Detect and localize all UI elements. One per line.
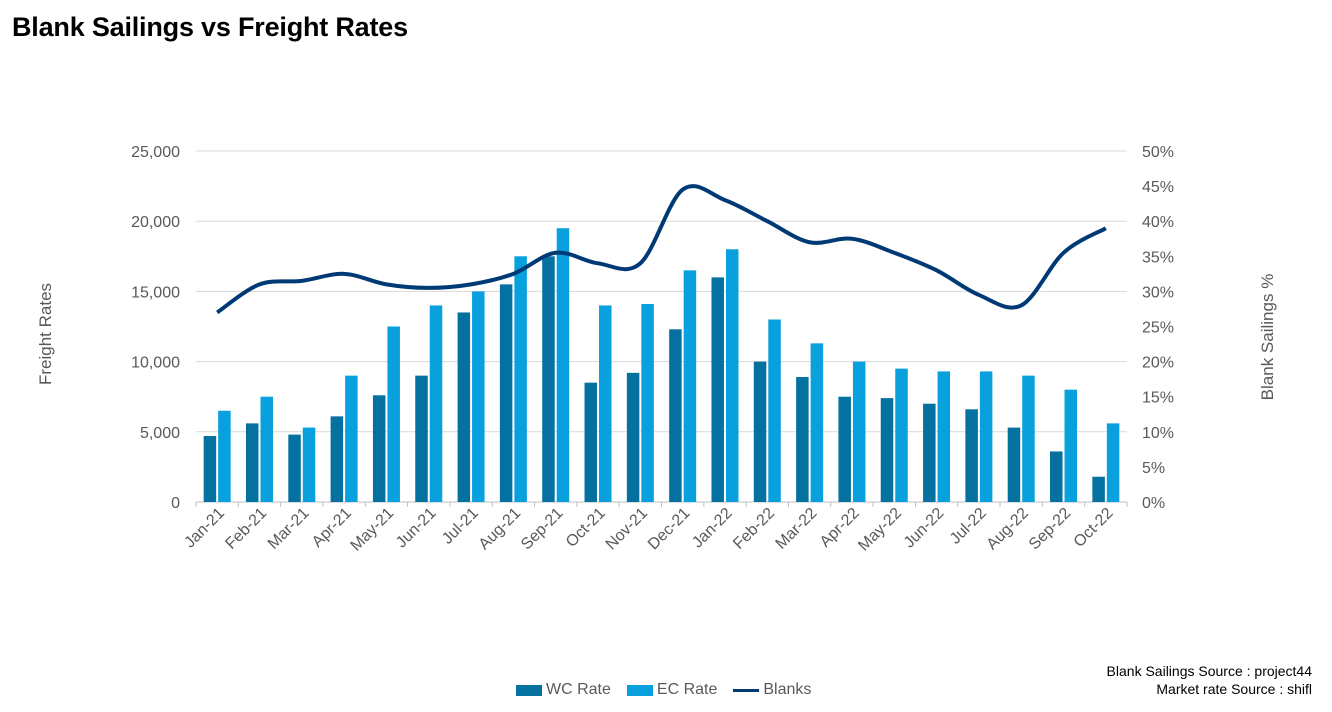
bar-ec — [429, 305, 443, 502]
bar-wc — [626, 372, 640, 502]
bar-wc — [796, 377, 809, 502]
bar-wc — [330, 416, 344, 502]
bar-wc — [880, 398, 894, 502]
bar-ec — [599, 305, 612, 502]
legend-label-wc: WC Rate — [546, 681, 611, 698]
y-axis-left-ticks: 0 5,000 10,000 15,000 20,000 25,000 — [131, 144, 180, 512]
legend-swatch-ec — [626, 684, 653, 696]
bar-ec — [641, 304, 654, 502]
source-market-rate: Market rate Source : shifl — [1156, 681, 1312, 697]
bar-ec — [218, 410, 231, 502]
source-blank-sailings: Blank Sailings Source : project44 — [1106, 663, 1312, 679]
bar-wc — [245, 423, 259, 502]
x-tick-label: Nov-21 — [603, 505, 652, 554]
x-tick-label: May-21 — [348, 505, 398, 555]
legend: WC Rate EC Rate Blanks — [516, 681, 827, 699]
x-tick-label: Dec-21 — [645, 505, 694, 554]
x-tick-label: Jun-21 — [393, 505, 440, 552]
y-tick-label: 0 — [171, 495, 180, 512]
legend-item-ec: EC Rate — [626, 681, 718, 699]
bar-wc — [1092, 476, 1105, 502]
y2-tick-label: 20% — [1142, 355, 1174, 372]
x-tick-label: Oct-21 — [563, 505, 609, 551]
bar-ec — [852, 361, 866, 502]
y2-tick-label: 0% — [1142, 495, 1165, 512]
bar-ec — [345, 375, 358, 502]
blanks-line — [216, 184, 1107, 315]
bar-ec — [556, 228, 570, 502]
bar-wc — [542, 256, 555, 502]
bar-wc — [923, 403, 936, 502]
bar-ec — [937, 371, 951, 502]
x-tick-label: Aug-22 — [984, 505, 1033, 554]
legend-item-blanks: Blanks — [733, 681, 811, 699]
bar-wc — [415, 375, 428, 502]
bar-ec — [387, 326, 400, 502]
bar-wc — [838, 396, 851, 502]
y2-tick-label: 40% — [1142, 214, 1174, 231]
bar-ec — [514, 256, 527, 502]
x-tick-label: Mar-22 — [773, 505, 821, 553]
bar-ec — [1022, 375, 1035, 502]
bar-ec — [683, 270, 697, 502]
x-tick-label: Oct-22 — [1071, 505, 1117, 551]
y-axis-right-ticks: 0% 5% 10% 15% 20% 25% 30% 35% 40% 45% 50% — [1142, 144, 1174, 512]
bar-series — [203, 228, 1120, 502]
x-tick-label: May-22 — [855, 505, 905, 555]
bar-ec — [979, 371, 993, 502]
x-tick-label: Jan-22 — [689, 505, 736, 552]
y-tick-label: 20,000 — [131, 214, 180, 231]
bar-ec — [810, 343, 824, 502]
y2-tick-label: 50% — [1142, 144, 1174, 161]
bar-wc — [753, 361, 767, 502]
legend-item-wc: WC Rate — [516, 681, 611, 699]
legend-swatch-wc — [516, 684, 542, 696]
source-notes: Blank Sailings Source : project44 Market… — [1107, 662, 1312, 698]
legend-label-ec: EC Rate — [656, 681, 718, 698]
bar-wc — [499, 284, 513, 502]
y2-tick-label: 30% — [1142, 284, 1174, 301]
bar-ec — [1106, 423, 1120, 502]
bar-wc — [203, 436, 217, 502]
y2-tick-label: 45% — [1142, 179, 1174, 196]
bar-ec — [472, 291, 485, 502]
y-tick-label: 10,000 — [131, 355, 180, 372]
y-tick-label: 25,000 — [131, 144, 180, 161]
x-tick-label: Feb-21 — [222, 505, 270, 553]
bar-wc — [965, 409, 978, 502]
x-tick-label: Mar-21 — [265, 505, 313, 553]
y-tick-label: 5,000 — [140, 425, 180, 442]
bar-wc — [372, 395, 386, 502]
y2-tick-label: 10% — [1142, 425, 1174, 442]
bar-ec — [302, 427, 316, 502]
bar-ec — [260, 396, 273, 502]
bar-wc — [711, 277, 724, 502]
x-tick-label: Sep-22 — [1026, 505, 1075, 554]
bar-wc — [1050, 451, 1063, 502]
legend-label-blanks: Blanks — [763, 681, 812, 698]
bar-wc — [584, 382, 598, 502]
y2-tick-label: 5% — [1142, 460, 1165, 477]
x-tick-label: Jun-22 — [901, 505, 948, 552]
bar-wc — [1007, 427, 1021, 502]
y-tick-label: 15,000 — [131, 284, 180, 301]
bar-ec — [895, 368, 908, 502]
y2-tick-label: 25% — [1142, 320, 1174, 337]
bar-wc — [669, 329, 682, 502]
bar-ec — [1064, 389, 1078, 502]
x-tick-label: Jan-21 — [181, 505, 228, 552]
bar-ec — [768, 319, 781, 502]
bar-ec — [725, 249, 739, 502]
x-tick-label: Feb-22 — [730, 505, 778, 553]
x-tick-label: Aug-21 — [476, 505, 525, 554]
bar-wc — [457, 312, 471, 502]
y2-tick-label: 15% — [1142, 390, 1174, 407]
x-tick-label: Sep-21 — [518, 505, 567, 554]
bar-wc — [288, 434, 301, 502]
legend-swatch-blanks — [733, 688, 760, 692]
y2-tick-label: 35% — [1142, 249, 1174, 266]
chart-title: Blank Sailings vs Freight Rates — [12, 12, 408, 42]
